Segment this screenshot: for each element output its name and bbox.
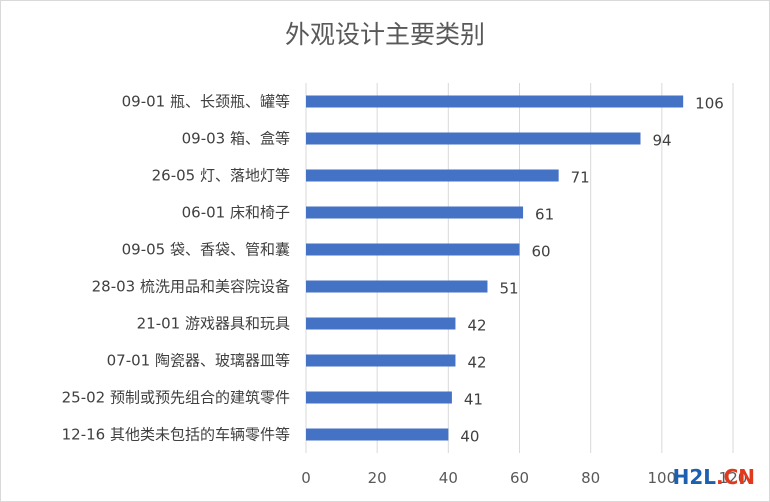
data-label: 51 <box>499 280 518 298</box>
bar <box>306 280 488 293</box>
bar <box>306 354 456 367</box>
bar <box>306 243 520 256</box>
x-tick-label: 40 <box>439 469 458 487</box>
data-label: 41 <box>464 391 483 409</box>
data-label: 60 <box>532 243 551 261</box>
category-label: 06-01 床和椅子 <box>182 204 290 222</box>
category-label: 07-01 陶瓷器、玻璃器皿等 <box>107 352 290 370</box>
x-tick-label: 60 <box>510 469 529 487</box>
category-label: 12-16 其他类未包括的车辆零件等 <box>62 426 290 444</box>
bar <box>306 95 684 108</box>
x-tick-label: 100 <box>648 469 677 487</box>
category-label: 09-01 瓶、长颈瓶、罐等 <box>122 93 290 111</box>
category-label: 09-05 袋、香袋、管和囊 <box>122 241 290 259</box>
category-label: 09-03 箱、盒等 <box>182 130 290 148</box>
data-label: 61 <box>535 206 554 224</box>
bar <box>306 391 452 404</box>
watermark-part-b: .CN <box>715 465 755 489</box>
bar <box>306 428 449 441</box>
bar <box>306 169 559 182</box>
data-label: 106 <box>695 95 724 113</box>
category-label: 26-05 灯、落地灯等 <box>152 167 290 185</box>
bar <box>306 206 524 219</box>
category-label: 28-03 梳洗用品和美容院设备 <box>92 278 290 296</box>
x-tick-label: 120 <box>719 469 748 487</box>
x-tick-label: 80 <box>581 469 600 487</box>
data-label: 71 <box>571 169 590 187</box>
watermark-part-a: H2L <box>672 465 716 489</box>
data-label: 42 <box>467 354 486 372</box>
data-label: 42 <box>467 317 486 335</box>
watermark-logo: H2L.CN <box>673 465 755 489</box>
bar <box>306 317 456 330</box>
x-tick-label: 20 <box>368 469 387 487</box>
chart-title: 外观设计主要类别 <box>284 20 485 49</box>
bar <box>306 132 641 145</box>
data-label: 94 <box>652 132 671 150</box>
x-tick-label: 0 <box>301 469 311 487</box>
category-label: 21-01 游戏器具和玩具 <box>137 315 290 333</box>
category-label: 25-02 预制或预先组合的建筑零件 <box>62 389 290 407</box>
data-label: 40 <box>460 428 479 446</box>
